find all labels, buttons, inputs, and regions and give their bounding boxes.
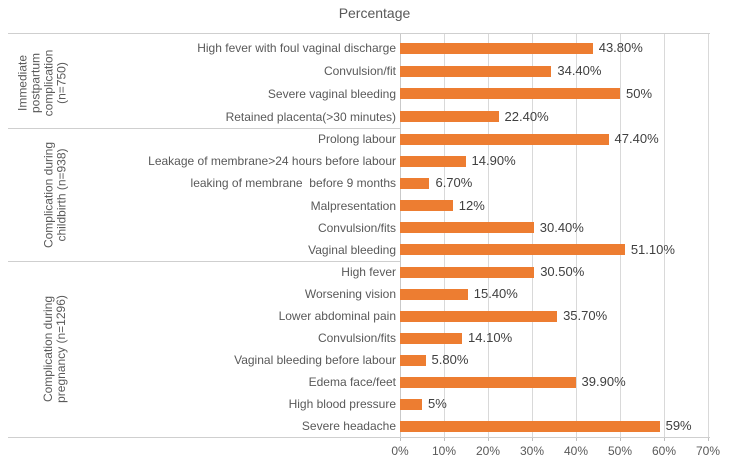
axis-tick-mark (576, 437, 577, 441)
bar (400, 133, 609, 145)
category-label: Leakage of membrane>24 hours before labo… (148, 154, 396, 169)
category-label: leaking of membrane before 9 months (190, 176, 396, 191)
bar-value-label: 47.40% (614, 131, 659, 147)
axis-tick-mark (708, 437, 709, 441)
bar-value-label: 30.40% (539, 219, 584, 235)
bar (400, 332, 463, 344)
x-tick-label: 0% (391, 444, 409, 458)
bar-value-label: 50% (626, 85, 653, 101)
plot-border-line (8, 33, 710, 34)
category-label: High fever with foul vaginal discharge (197, 41, 396, 56)
axis-tick-mark (444, 437, 445, 441)
bar-value-label: 22.40% (504, 108, 549, 124)
x-tick-label: 50% (607, 444, 633, 458)
bar (400, 177, 430, 189)
bar-value-label: 34.40% (557, 63, 602, 79)
x-tick-label: 40% (563, 444, 589, 458)
bar-value-label: 30.50% (540, 264, 585, 279)
group-label: Immediate postpartum complication (n=750… (15, 49, 68, 116)
category-label: Vaginal bleeding before labour (234, 353, 396, 367)
axis-tick-mark (488, 437, 489, 441)
bar (400, 376, 576, 388)
bar-value-label: 59% (665, 418, 692, 433)
plot-border-line (8, 437, 710, 438)
bar (400, 65, 552, 77)
group-label-wrap: Complication during pregnancy (n=1296) (23, 261, 87, 437)
category-label: Malpresentation (310, 198, 396, 213)
category-label: Worsening vision (304, 287, 396, 301)
bar (400, 310, 558, 322)
category-label: Prolong labour (317, 132, 396, 147)
category-label: Lower abdominal pain (278, 309, 396, 323)
bar (400, 354, 426, 366)
bar (400, 244, 625, 256)
bar (400, 200, 453, 212)
bar-value-label: 6.70% (435, 175, 473, 191)
bar (400, 222, 534, 234)
gridline (576, 33, 577, 437)
category-label: Convulsion/fit (323, 64, 396, 79)
bar (400, 42, 593, 54)
bar-value-label: 5.80% (431, 352, 469, 367)
bar (400, 111, 499, 123)
category-label: Severe vaginal bleeding (267, 86, 396, 101)
bar (400, 266, 535, 278)
x-tick-label: 70% (695, 444, 721, 458)
bar-value-label: 5% (428, 396, 447, 411)
x-tick-label: 60% (651, 444, 677, 458)
category-label: Vaginal bleeding (308, 242, 396, 257)
x-tick-label: 20% (475, 444, 501, 458)
gridline (708, 33, 709, 437)
axis-tick-mark (532, 437, 533, 441)
gridline (664, 33, 665, 437)
category-label: High fever (341, 265, 396, 279)
bar-value-label: 51.10% (630, 241, 675, 257)
gridline (488, 33, 489, 437)
chart-title: Percentage (338, 5, 411, 21)
group-label-wrap: Immediate postpartum complication (n=750… (10, 37, 74, 128)
category-label: Severe headache (301, 419, 396, 433)
x-tick-label: 10% (431, 444, 457, 458)
bar-value-label: 35.70% (563, 308, 608, 323)
axis-tick-mark (400, 437, 401, 441)
bar (400, 398, 422, 410)
group-label-wrap: Complication during childbirth (n=938) (23, 128, 87, 261)
bar-value-label: 39.90% (581, 374, 626, 389)
gridline (532, 33, 533, 437)
axis-tick-mark (620, 437, 621, 441)
group-divider-line (8, 128, 400, 129)
group-divider-line (8, 261, 400, 262)
bar-value-label: 14.90% (471, 153, 516, 169)
category-label: Convulsion/fits (317, 331, 396, 345)
category-label: High blood pressure (288, 397, 396, 411)
bar-value-label: 43.80% (598, 40, 643, 56)
x-tick-label: 30% (519, 444, 545, 458)
group-label: Complication during pregnancy (n=1296) (41, 295, 68, 403)
category-label: Retained placenta(>30 minutes) (225, 109, 396, 124)
gridline (620, 33, 621, 437)
category-label: Edema face/feet (308, 375, 396, 389)
bar-value-label: 14.10% (468, 330, 513, 345)
group-label: Complication during childbirth (n=938) (41, 141, 68, 248)
axis-tick-mark (664, 437, 665, 441)
bar (400, 155, 466, 167)
bar-value-label: 15.40% (473, 286, 518, 301)
gridline (444, 33, 445, 437)
bar (400, 88, 620, 100)
category-label: Convulsion/fits (317, 220, 396, 235)
bar (400, 288, 468, 300)
bar-value-label: 12% (458, 197, 485, 213)
y-axis-line (400, 33, 401, 437)
bar (400, 420, 660, 432)
